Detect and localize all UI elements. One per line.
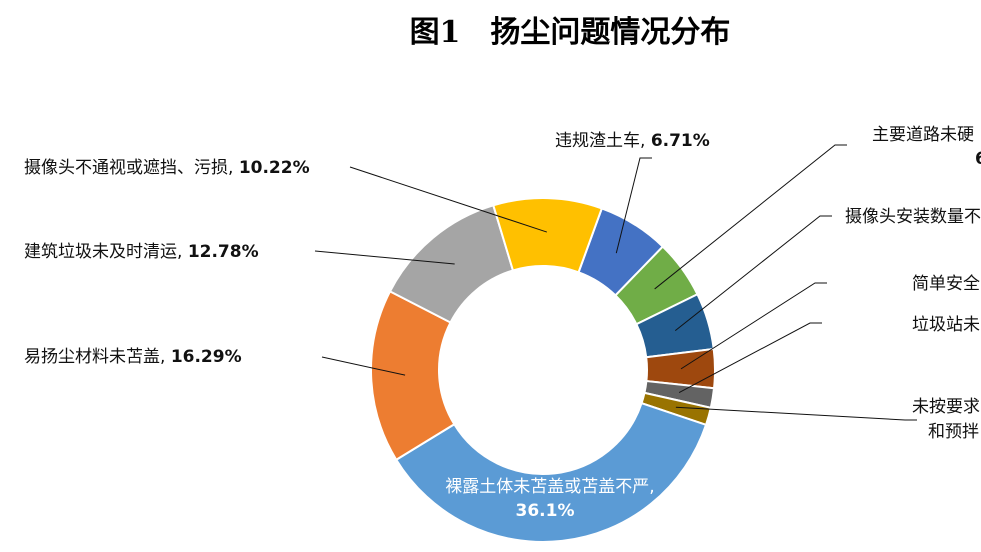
slice-label-2: 主要道路未硬 xyxy=(872,125,974,145)
chart-title: 图1 扬尘问题情况分布 xyxy=(410,15,731,50)
slice-label-1: 违规渣土车, 6.71% xyxy=(555,131,710,151)
leader-line-3 xyxy=(674,215,832,332)
leader-line-1 xyxy=(615,157,652,254)
leader-line-5 xyxy=(678,322,822,393)
slice-group xyxy=(370,197,716,543)
slice-label-6-line2: 和预拌 xyxy=(928,422,979,442)
leader-line-9 xyxy=(314,250,455,265)
slice-label-4: 简单安全 xyxy=(912,274,980,294)
slice-label-10: 摄像头不通视或遮挡、污损, 10.22% xyxy=(24,158,310,178)
leader-lines xyxy=(314,144,917,421)
leader-line-6 xyxy=(675,406,917,421)
slice-7 xyxy=(394,401,708,543)
slice-label-5: 垃圾站未 xyxy=(912,315,980,335)
slice-label-9: 建筑垃圾未及时清运, 12.78% xyxy=(24,242,259,262)
leader-line-10 xyxy=(349,166,548,233)
slice-label-8: 易扬尘材料未苫盖, 16.29% xyxy=(24,347,242,367)
leader-line-8 xyxy=(321,356,406,376)
slice-value-2: 6 xyxy=(975,149,981,169)
slice-label-3: 摄像头安装数量不 xyxy=(845,207,981,227)
leader-line-4 xyxy=(680,282,827,370)
slice-label-7: 裸露土体未苫盖或苫盖不严, xyxy=(445,477,654,497)
slice-10 xyxy=(492,197,604,274)
slice-label-6: 未按要求 xyxy=(912,397,980,417)
leader-line-2 xyxy=(654,144,847,290)
slice-value-7: 36.1% xyxy=(516,501,575,521)
